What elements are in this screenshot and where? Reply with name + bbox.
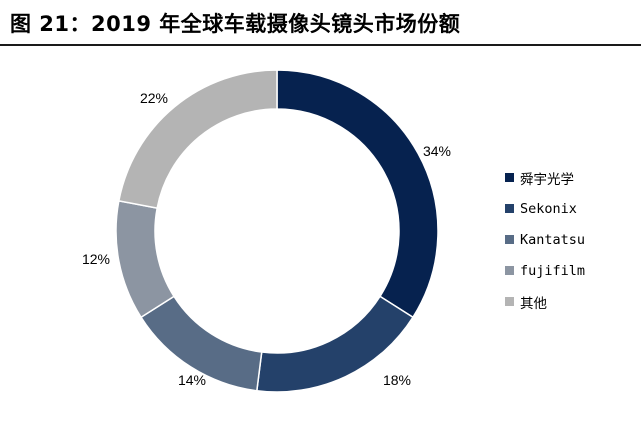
data-label-3: 12%: [82, 251, 110, 267]
chart-legend: 舜宇光学 Sekonix Kantatsu fujifilm 其他: [505, 162, 585, 317]
legend-swatch-4: [505, 297, 514, 306]
legend-item-0: 舜宇光学: [505, 162, 585, 193]
data-label-2: 14%: [178, 372, 206, 388]
legend-label-1: Sekonix: [520, 200, 577, 217]
legend-swatch-0: [505, 173, 514, 182]
data-label-1: 18%: [383, 372, 411, 388]
legend-swatch-2: [505, 235, 514, 244]
legend-swatch-3: [505, 266, 514, 275]
legend-item-1: Sekonix: [505, 193, 585, 224]
donut-slice-4: [117, 69, 278, 210]
legend-item-4: 其他: [505, 286, 585, 317]
donut-chart: 34% 18% 14% 12% 22%: [82, 69, 451, 393]
legend-label-2: Kantatsu: [520, 231, 586, 248]
donut-slice-3: [115, 199, 176, 319]
legend-swatch-1: [505, 204, 514, 213]
legend-label-0: 舜宇光学: [520, 171, 574, 188]
legend-label-3: fujifilm: [520, 262, 586, 279]
legend-label-4: 其他: [520, 295, 547, 312]
title-divider: [0, 44, 641, 46]
legend-item-2: Kantatsu: [505, 224, 585, 255]
chart-title: 图 21：2019 年全球车载摄像头镜头市场份额: [10, 12, 461, 36]
data-label-0: 34%: [423, 143, 451, 159]
title-bar: 图 21：2019 年全球车载摄像头镜头市场份额: [0, 0, 641, 46]
data-label-4: 22%: [140, 90, 168, 106]
donut-slice-0: [276, 69, 439, 319]
legend-item-3: fujifilm: [505, 255, 585, 286]
